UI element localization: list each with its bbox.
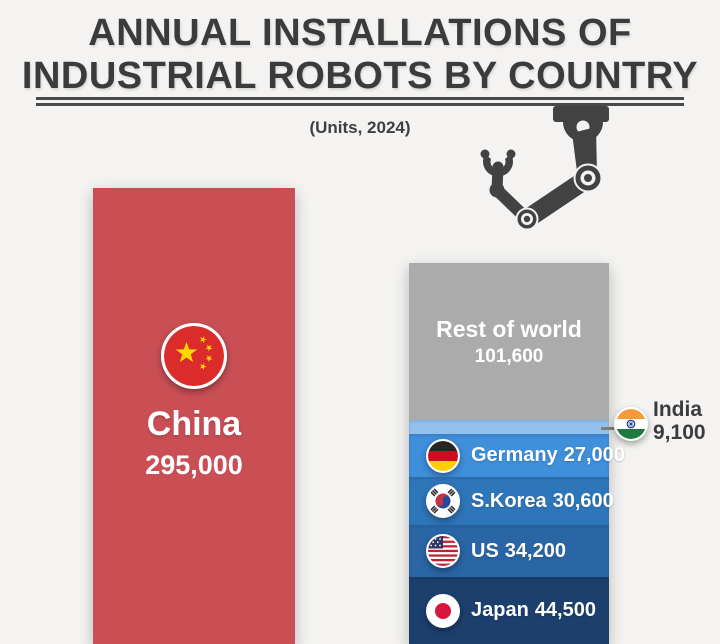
japan-row-text: Japan 44,500 [471,599,596,622]
us-flag-icon [426,534,460,568]
india-value: 9,100 [653,420,706,444]
robot-arm-icon [480,106,609,230]
title-line-2: INDUSTRIAL ROBOTS BY COUNTRY [21,54,699,97]
segment-india [409,420,609,434]
india-callout-text: India 9,100 [653,398,706,444]
india-connector-line [601,427,614,430]
china-flag-icon [161,323,227,389]
germany-label: Germany [471,444,558,466]
rest-of-world-value: 101,600 [474,345,544,367]
segment-germany: Germany 27,000 [409,434,625,477]
japan-flag-icon [426,593,460,628]
japan-value: 44,500 [534,599,596,621]
skorea-row-text: S.Korea 30,600 [471,490,614,513]
us-label: US [471,539,499,562]
double-divider-line [36,97,684,106]
germany-row-text: Germany 27,000 [471,444,625,467]
segment-rest-of-world: Rest of world 101,600 [409,263,609,420]
stacked-bar: Rest of world 101,600 Germany 27,000 [409,263,625,644]
segment-us: US 34,200 [409,525,609,577]
us-value: 34,200 [504,539,566,562]
title-line-1: ANNUAL INSTALLATIONS OF [88,12,632,54]
segment-skorea: S.Korea 30,600 [409,477,614,525]
china-label: China [146,405,242,443]
germany-flag-icon [426,438,460,473]
segment-japan: Japan 44,500 [409,577,609,644]
india-label: India [653,398,703,421]
skorea-label: S.Korea [471,489,547,512]
skorea-value: 30,600 [552,489,614,512]
china-bar: China 295,000 [93,188,295,644]
china-value: 295,000 [145,450,243,480]
page-title: ANNUAL INSTALLATIONS OF INDUSTRIAL ROBOT… [0,12,720,97]
japan-label: Japan [471,599,529,621]
india-flag-icon [614,407,648,441]
rest-of-world-label: Rest of world [436,315,582,342]
us-row-text: US 34,200 [471,540,566,563]
south-korea-flag-icon [426,484,460,518]
germany-value: 27,000 [563,444,625,466]
chart-subtitle: (Units, 2024) [309,118,411,137]
